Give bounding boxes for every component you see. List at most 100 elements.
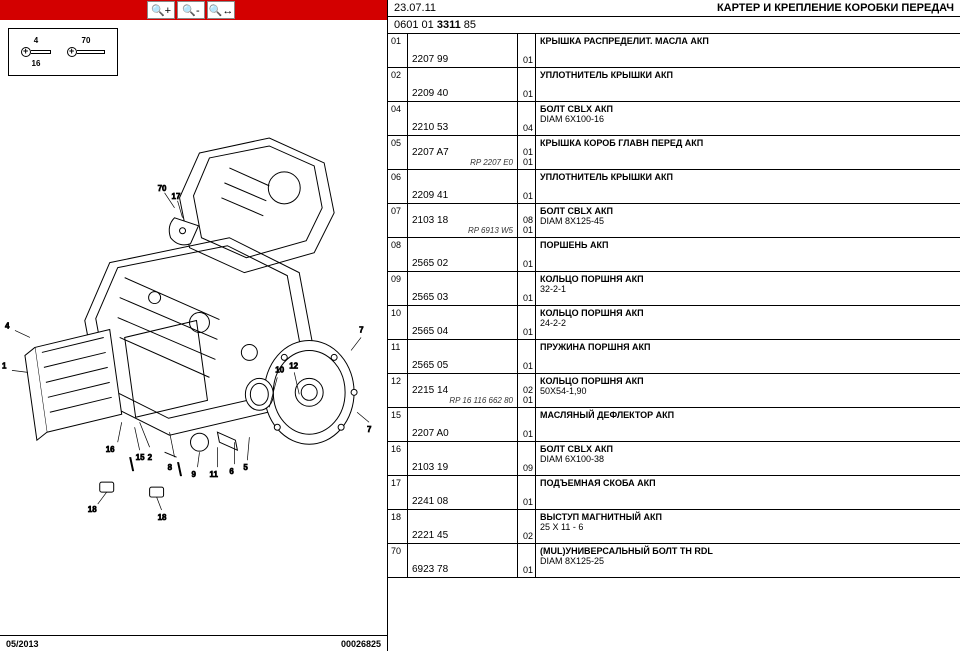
col-reference: 2209 40: [408, 68, 518, 101]
part-row[interactable]: 182221 4502ВЫСТУП МАГНИТНЫЙ АКП25 X 11 -…: [388, 510, 960, 544]
part-row[interactable]: 042210 5304БОЛТ CBLX АКПDIAM 6X100-16: [388, 102, 960, 136]
col-description: ПОРШЕНЬ АКП: [536, 238, 960, 271]
col-quantity: 0801: [518, 204, 536, 237]
col-reference: 2565 03: [408, 272, 518, 305]
col-position: 05: [388, 136, 408, 169]
col-reference: 2241 08: [408, 476, 518, 509]
col-reference: 2209 41: [408, 170, 518, 203]
part-row[interactable]: 062209 4101УПЛОТНИТЕЛЬ КРЫШКИ АКП: [388, 170, 960, 204]
col-description: КОЛЬЦО ПОРШНЯ АКП32-2-1: [536, 272, 960, 305]
col-description: КРЫШКА КОРОБ ГЛАВН ПЕРЕД АКП: [536, 136, 960, 169]
col-reference: 2565 04: [408, 306, 518, 339]
svg-text:17: 17: [172, 192, 181, 201]
col-position: 17: [388, 476, 408, 509]
col-description: КОЛЬЦО ПОРШНЯ АКП50X54-1,90: [536, 374, 960, 407]
part-row[interactable]: 152207 A001МАСЛЯНЫЙ ДЕФЛЕКТОР АКП: [388, 408, 960, 442]
col-description: ВЫСТУП МАГНИТНЫЙ АКП25 X 11 - 6: [536, 510, 960, 543]
header-date: 23.07.11: [394, 2, 436, 14]
col-position: 70: [388, 544, 408, 577]
col-position: 12: [388, 374, 408, 407]
svg-text:6: 6: [229, 467, 234, 476]
col-position: 08: [388, 238, 408, 271]
col-quantity: 01: [518, 272, 536, 305]
col-description: БОЛТ CBLX АКПDIAM 8X125-45: [536, 204, 960, 237]
col-reference: 2207 A0: [408, 408, 518, 441]
svg-text:18: 18: [158, 513, 167, 522]
col-reference: 2221 45: [408, 510, 518, 543]
part-row[interactable]: 022209 4001УПЛОТНИТЕЛЬ КРЫШКИ АКП: [388, 68, 960, 102]
part-row[interactable]: 162103 1909БОЛТ CBLX АКПDIAM 6X100-38: [388, 442, 960, 476]
part-row[interactable]: 112565 0501ПРУЖИНА ПОРШНЯ АКП: [388, 340, 960, 374]
col-quantity: 01: [518, 170, 536, 203]
svg-text:15: 15: [136, 453, 145, 462]
col-description: БОЛТ CBLX АКПDIAM 6X100-38: [536, 442, 960, 475]
col-position: 02: [388, 68, 408, 101]
col-reference: 2565 02: [408, 238, 518, 271]
svg-text:5: 5: [243, 463, 248, 472]
col-quantity: 01: [518, 408, 536, 441]
col-quantity: 04: [518, 102, 536, 135]
zoom-in-button[interactable]: 🔍+: [147, 1, 175, 19]
col-position: 15: [388, 408, 408, 441]
col-position: 01: [388, 34, 408, 67]
part-row[interactable]: 706923 7801(MUL)УНИВЕРСАЛЬНЫЙ БОЛТ TH RD…: [388, 544, 960, 578]
zoom-out-button[interactable]: 🔍-: [177, 1, 205, 19]
toolbar: 🔍+ 🔍- 🔍↔: [0, 0, 387, 20]
col-quantity: 0101: [518, 136, 536, 169]
col-reference: 2103 19: [408, 442, 518, 475]
col-position: 16: [388, 442, 408, 475]
svg-text:11: 11: [209, 470, 218, 479]
col-description: КРЫШКА РАСПРЕДЕЛИТ. МАСЛА АКП: [536, 34, 960, 67]
col-quantity: 02: [518, 510, 536, 543]
col-description: КОЛЬЦО ПОРШНЯ АКП24-2-2: [536, 306, 960, 339]
svg-text:2: 2: [148, 453, 153, 462]
col-reference: 2207 99: [408, 34, 518, 67]
col-position: 07: [388, 204, 408, 237]
col-description: (MUL)УНИВЕРСАЛЬНЫЙ БОЛТ TH RDLDIAM 8X125…: [536, 544, 960, 577]
col-position: 10: [388, 306, 408, 339]
footer-date: 05/2013: [6, 639, 39, 649]
svg-text:12: 12: [289, 361, 298, 370]
part-row[interactable]: 012207 9901КРЫШКА РАСПРЕДЕЛИТ. МАСЛА АКП: [388, 34, 960, 68]
col-reference: 2210 53: [408, 102, 518, 135]
svg-text:8: 8: [168, 463, 173, 472]
col-quantity: 09: [518, 442, 536, 475]
col-quantity: 01: [518, 238, 536, 271]
col-position: 06: [388, 170, 408, 203]
svg-text:7: 7: [367, 425, 372, 434]
part-row[interactable]: 092565 0301КОЛЬЦО ПОРШНЯ АКП32-2-1: [388, 272, 960, 306]
col-reference: 2565 05: [408, 340, 518, 373]
col-quantity: 01: [518, 476, 536, 509]
diagram-footer: 05/2013 00026825: [0, 635, 387, 651]
col-position: 04: [388, 102, 408, 135]
header-row: 23.07.11 КАРТЕР И КРЕПЛЕНИЕ КОРОБКИ ПЕРЕ…: [388, 0, 960, 17]
svg-text:7: 7: [359, 325, 364, 334]
svg-text:16: 16: [106, 445, 115, 454]
header-title: КАРТЕР И КРЕПЛЕНИЕ КОРОБКИ ПЕРЕДАЧ: [717, 2, 954, 14]
part-row[interactable]: 082565 0201ПОРШЕНЬ АКП: [388, 238, 960, 272]
part-row[interactable]: 172241 0801ПОДЪЕМНАЯ СКОБА АКП: [388, 476, 960, 510]
col-quantity: 01: [518, 68, 536, 101]
diagram-panel: 🔍+ 🔍- 🔍↔ 4 16 70: [0, 0, 388, 651]
col-description: УПЛОТНИТЕЛЬ КРЫШКИ АКП: [536, 68, 960, 101]
part-row[interactable]: 102565 0401КОЛЬЦО ПОРШНЯ АКП24-2-2: [388, 306, 960, 340]
svg-text:70: 70: [158, 184, 167, 193]
part-row[interactable]: 052207 A7RP 2207 E00101КРЫШКА КОРОБ ГЛАВ…: [388, 136, 960, 170]
col-description: УПЛОТНИТЕЛЬ КРЫШКИ АКП: [536, 170, 960, 203]
col-description: ПОДЪЕМНАЯ СКОБА АКП: [536, 476, 960, 509]
zoom-fit-button[interactable]: 🔍↔: [207, 1, 235, 19]
col-quantity: 01: [518, 34, 536, 67]
exploded-diagram: 70 17 4 1 16 15 2 8 9 11 6 5 10 12 7 7 1: [0, 22, 387, 633]
svg-text:4: 4: [5, 321, 10, 330]
col-description: БОЛТ CBLX АКПDIAM 6X100-16: [536, 102, 960, 135]
col-description: МАСЛЯНЫЙ ДЕФЛЕКТОР АКП: [536, 408, 960, 441]
svg-text:9: 9: [192, 470, 197, 479]
parts-panel: 23.07.11 КАРТЕР И КРЕПЛЕНИЕ КОРОБКИ ПЕРЕ…: [388, 0, 960, 651]
col-position: 18: [388, 510, 408, 543]
col-quantity: 01: [518, 340, 536, 373]
col-quantity: 01: [518, 306, 536, 339]
part-row[interactable]: 122215 14RP 16 116 662 800201КОЛЬЦО ПОРШ…: [388, 374, 960, 408]
part-row[interactable]: 072103 18RP 6913 W50801БОЛТ CBLX АКПDIAM…: [388, 204, 960, 238]
col-quantity: 01: [518, 544, 536, 577]
col-quantity: 0201: [518, 374, 536, 407]
